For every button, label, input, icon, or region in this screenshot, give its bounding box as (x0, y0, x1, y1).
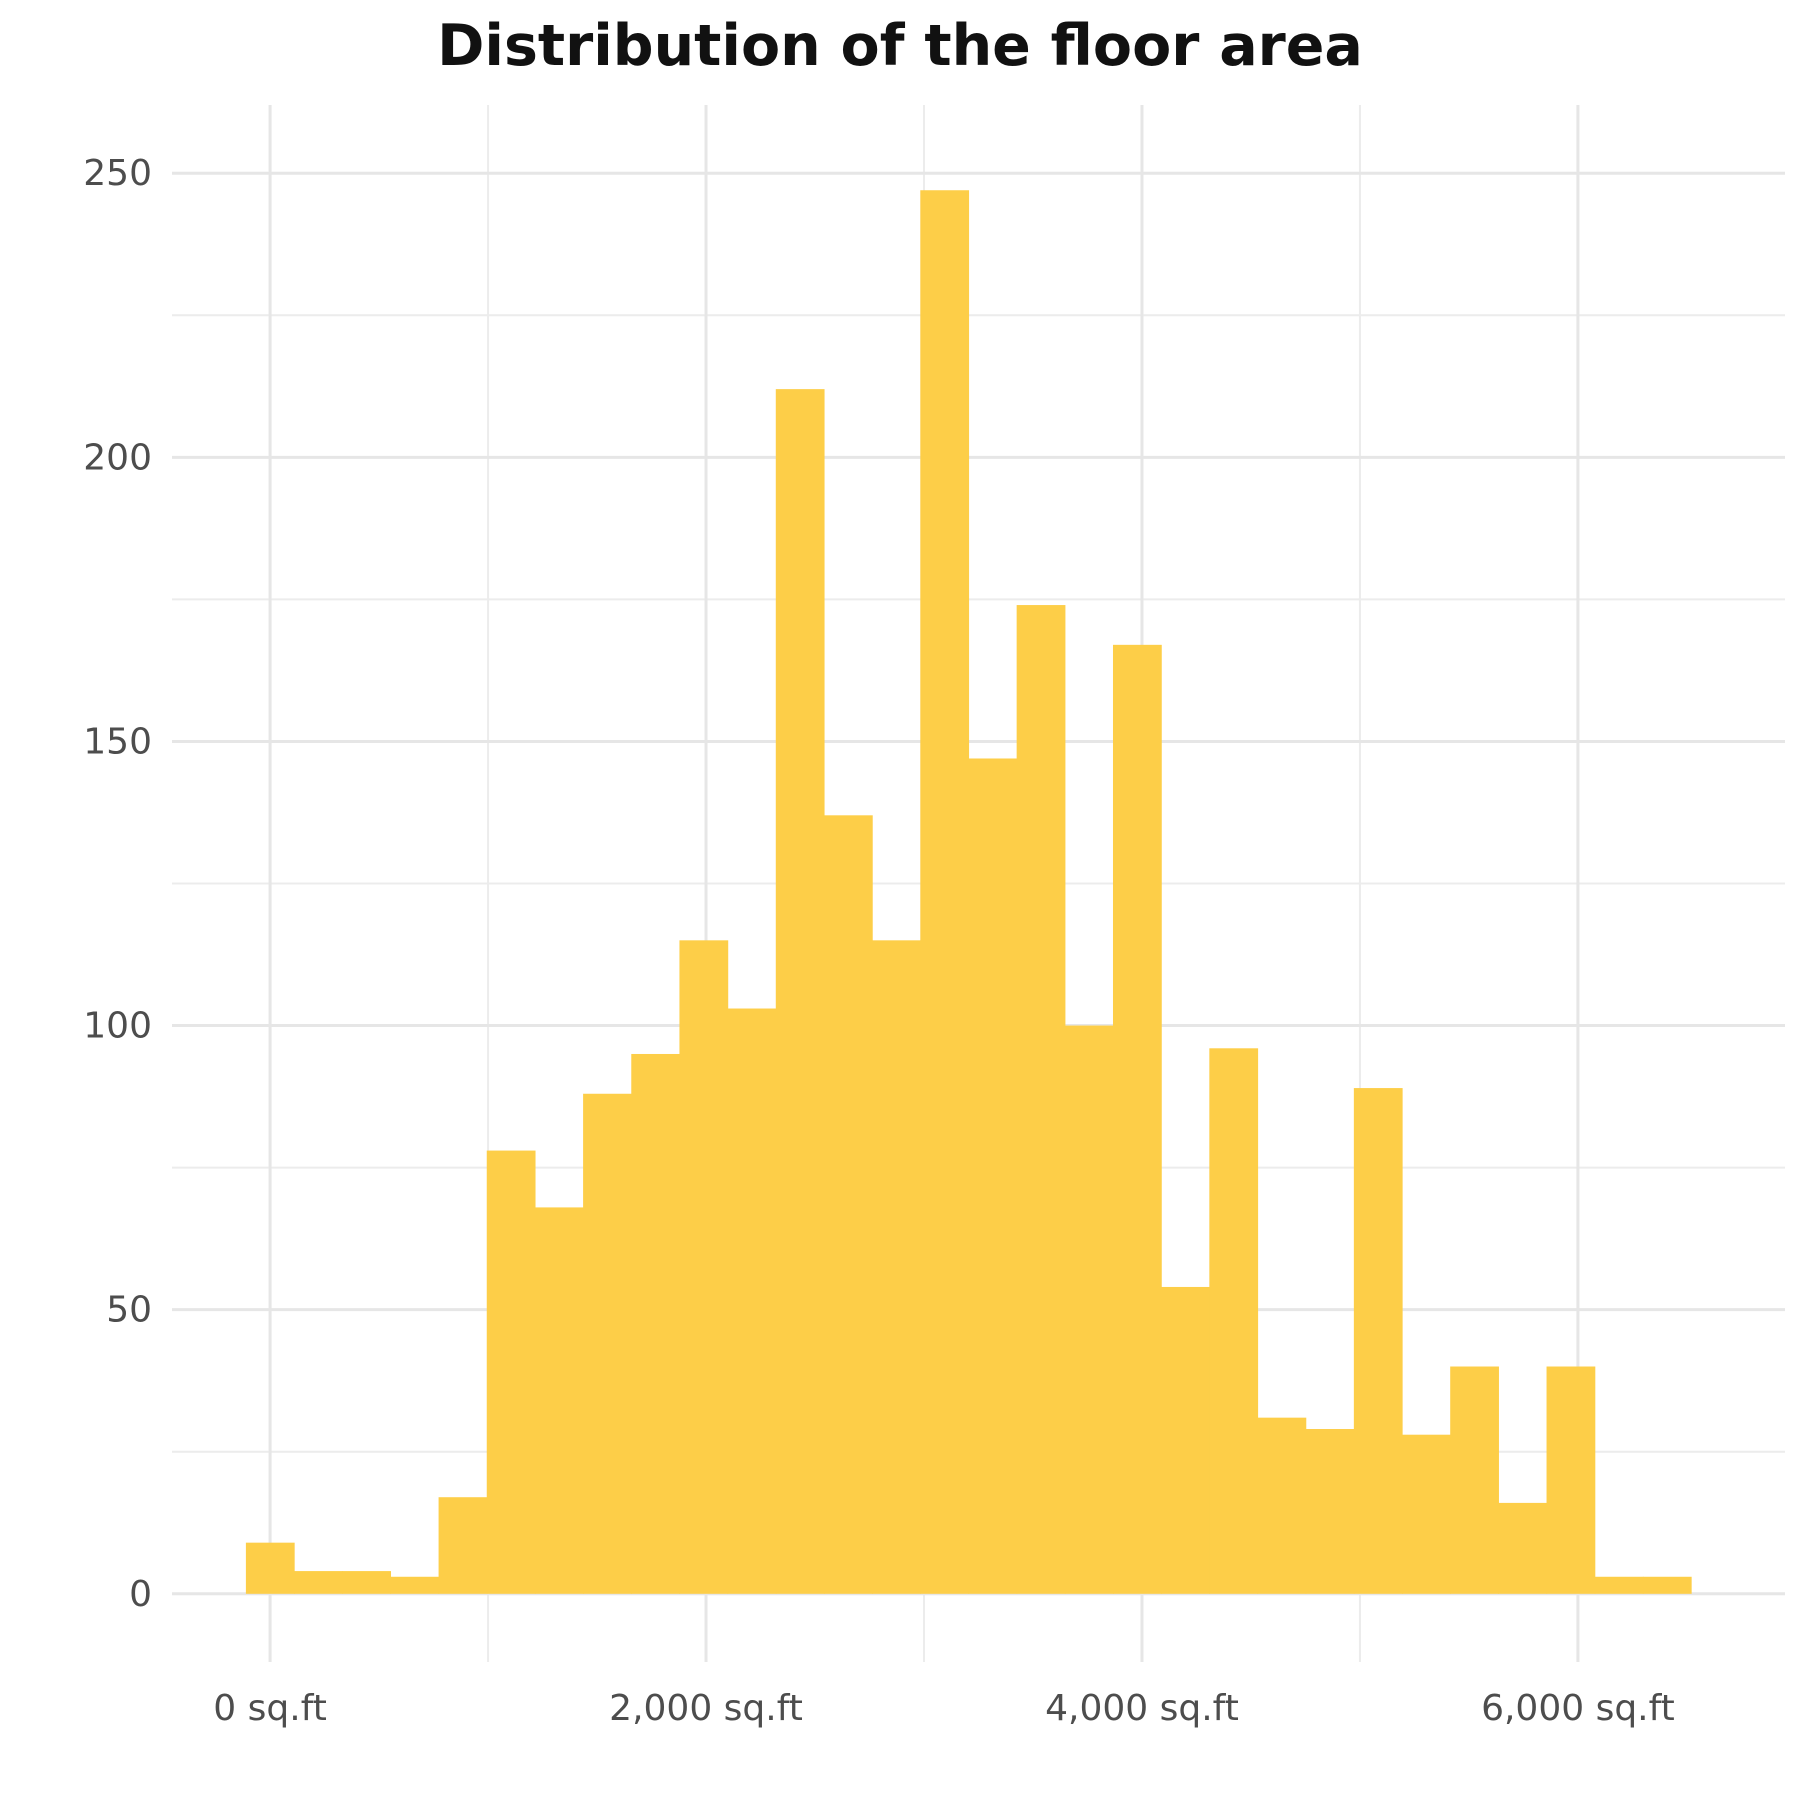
histogram-bar (486, 1150, 536, 1594)
histogram-bar (631, 1053, 681, 1594)
histogram-bar (1161, 1286, 1210, 1594)
x-tick-label: 0 sq.ft (213, 1688, 327, 1729)
histogram-bar (1016, 605, 1066, 1594)
histogram-bar (245, 1542, 295, 1594)
histogram-bar (1594, 1576, 1644, 1594)
x-tick-label: 4,000 sq.ft (1045, 1688, 1239, 1729)
histogram-bar (342, 1571, 392, 1594)
histogram-bar (920, 190, 970, 1594)
y-tick-label: 150 (83, 721, 152, 762)
y-tick-label: 0 (129, 1574, 152, 1615)
y-tick-label: 100 (83, 1006, 152, 1047)
chart-title: Distribution of the floor area (437, 13, 1363, 79)
y-axis-labels: 0 50 100 150 200 250 (83, 153, 152, 1615)
histogram-bars (245, 190, 1692, 1594)
histogram-bar (534, 1207, 584, 1594)
histogram-bar (775, 389, 825, 1594)
y-tick-label: 200 (83, 437, 152, 478)
histogram-bar (1305, 1429, 1355, 1594)
y-tick-label: 50 (106, 1290, 152, 1331)
histogram-bar (1257, 1417, 1307, 1594)
x-tick-label: 2,000 sq.ft (609, 1688, 803, 1729)
histogram-bar (1450, 1366, 1499, 1594)
histogram-bar (727, 1008, 777, 1594)
histogram-bar (294, 1571, 343, 1594)
histogram-bar (1209, 1048, 1259, 1594)
histogram-bar (1402, 1434, 1451, 1594)
histogram-bar (390, 1576, 440, 1594)
histogram-bar (583, 1093, 632, 1594)
histogram-bar (1112, 644, 1162, 1594)
x-tick-label: 6,000 sq.ft (1481, 1688, 1675, 1729)
histogram-bar (438, 1497, 488, 1594)
histogram-bar (872, 940, 921, 1594)
y-tick-label: 250 (83, 153, 152, 194)
histogram-bar (679, 940, 729, 1594)
histogram-bar (823, 815, 873, 1594)
histogram-bar (968, 758, 1018, 1594)
histogram-bar (1064, 1025, 1114, 1594)
histogram-bar (1353, 1088, 1403, 1594)
histogram-bar (1546, 1366, 1596, 1594)
histogram-bar (1498, 1502, 1548, 1594)
histogram-bar (1642, 1576, 1692, 1594)
x-axis-labels: 0 sq.ft 2,000 sq.ft 4,000 sq.ft 6,000 sq.ft (213, 1688, 1674, 1729)
